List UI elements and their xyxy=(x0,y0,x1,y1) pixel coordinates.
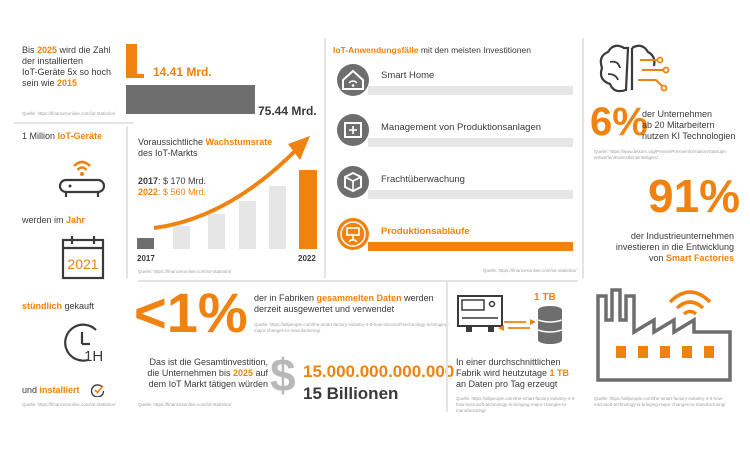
robot-arm-icon xyxy=(337,218,369,250)
installiert-text: und installiert xyxy=(22,385,80,395)
use-case-label-2: Management von Produktionsanlagen xyxy=(381,122,542,133)
data-usage-text: der in Fabriken gesammelten Daten werden… xyxy=(254,293,434,314)
investment-text: Das ist die Gesamtinvestition, die Unter… xyxy=(147,357,268,389)
divider xyxy=(582,38,584,278)
use-case-label-4: Produktionsabläufe xyxy=(381,226,470,237)
value-2015: 14.41 Mrd. xyxy=(153,65,212,79)
investment-amount: 15.000.000.000.000 xyxy=(303,362,455,381)
growth-bar-4 xyxy=(239,201,256,249)
investment-source: Quelle: https://financesonline.com/iot-s… xyxy=(138,402,232,407)
ai-source: Quelle: https://www.bitkom.org/Presse/Pr… xyxy=(594,149,728,160)
bar-2015-base xyxy=(126,74,144,78)
growth-title: Voraussichtliche Wachstumsrate des IoT-M… xyxy=(138,137,273,158)
smart-factory-source: Quelle: https://allipeople.com/the-smart… xyxy=(594,396,726,407)
stuendlich-text: stündlich gekauft xyxy=(22,301,95,311)
house-wifi-icon xyxy=(337,64,369,96)
use-case-label-1: Smart Home xyxy=(381,70,435,81)
ai-text: der Unternehmen ab 20 Mitarbeitern nutze… xyxy=(642,109,736,141)
data-percent: <1% xyxy=(134,281,248,344)
growth-arrow-icon xyxy=(153,136,310,230)
use-case-bar-1 xyxy=(368,86,573,95)
use-case-bar-3 xyxy=(368,190,573,199)
calendar-icon xyxy=(61,236,105,280)
growth-bar-1 xyxy=(137,238,154,249)
factory-box-icon xyxy=(337,114,369,146)
use-case-label-3: Frachtüberwachung xyxy=(381,174,465,185)
iot-devices-source: Quelle: https://financesonline.com/iot-s… xyxy=(22,111,116,116)
use-cases-source: Quelle: https://financesonline.com/iot-s… xyxy=(483,268,577,273)
use-case-bar-4 xyxy=(368,242,573,251)
use-cases-title: IoT-Anwendungsfälle mit den meisten Inve… xyxy=(333,45,531,55)
divider xyxy=(14,122,134,124)
divider xyxy=(126,126,128,278)
divider xyxy=(446,282,448,412)
package-icon xyxy=(337,166,369,198)
hourly-source: Quelle: https://financesonline.com/iot-s… xyxy=(22,402,116,407)
growth-axis-end: 2022 xyxy=(298,254,316,263)
werden-im-jahr-text: werden im Jahr xyxy=(22,215,86,225)
calendar-year: 2021 xyxy=(67,256,99,272)
growth-bar-3 xyxy=(208,214,225,249)
data-usage-source: Quelle: https://allipeople.com/the-smart… xyxy=(254,322,449,333)
divider xyxy=(324,38,326,278)
divider xyxy=(138,280,578,282)
investment-words: 15 Billionen xyxy=(303,384,399,403)
smart-factory-percent: 91% xyxy=(648,170,741,222)
brain-circuit-icon xyxy=(599,44,670,93)
growth-2022-value: 2022: $ 560 Mrd. xyxy=(138,187,207,197)
check-circle-icon xyxy=(91,384,105,397)
router-icon xyxy=(58,160,106,197)
clock-icon xyxy=(64,323,97,362)
iot-devices-text: Bis 2025 wird die Zahl der installierten… xyxy=(22,45,112,88)
growth-bar-5 xyxy=(269,186,286,249)
growth-axis-start: 2017 xyxy=(137,254,155,263)
daily-data-text: In einer durchschnittlichen Fabrik wird … xyxy=(456,357,570,389)
smart-factory-text: der Industrieunternehmen investieren in … xyxy=(615,231,734,263)
growth-bar-6 xyxy=(299,170,317,249)
tb-badge: 1 TB xyxy=(534,292,556,303)
daily-data-source: Quelle: https://allipeople.com/the-smart… xyxy=(456,396,576,413)
use-case-bar-2 xyxy=(368,138,573,147)
million-devices-text: 1 Million IoT-Geräte xyxy=(22,131,103,141)
machine-database-icon xyxy=(457,295,563,344)
dollar-icon: $ xyxy=(270,349,296,401)
growth-2017-value: 2017: $ 170 Mrd. xyxy=(138,176,207,186)
use-case-fill-1 xyxy=(368,86,409,95)
value-2025: 75.44 Mrd. xyxy=(258,104,317,118)
bar-2015 xyxy=(126,44,137,78)
hour-label: 1H xyxy=(84,348,104,365)
bar-2025 xyxy=(126,85,255,114)
growth-source: Quelle: https://financesonline.com/iot-s… xyxy=(138,269,232,274)
factory-wifi-icon xyxy=(596,288,732,382)
growth-bar-2 xyxy=(173,226,190,249)
ai-percent: 6% xyxy=(590,100,648,144)
